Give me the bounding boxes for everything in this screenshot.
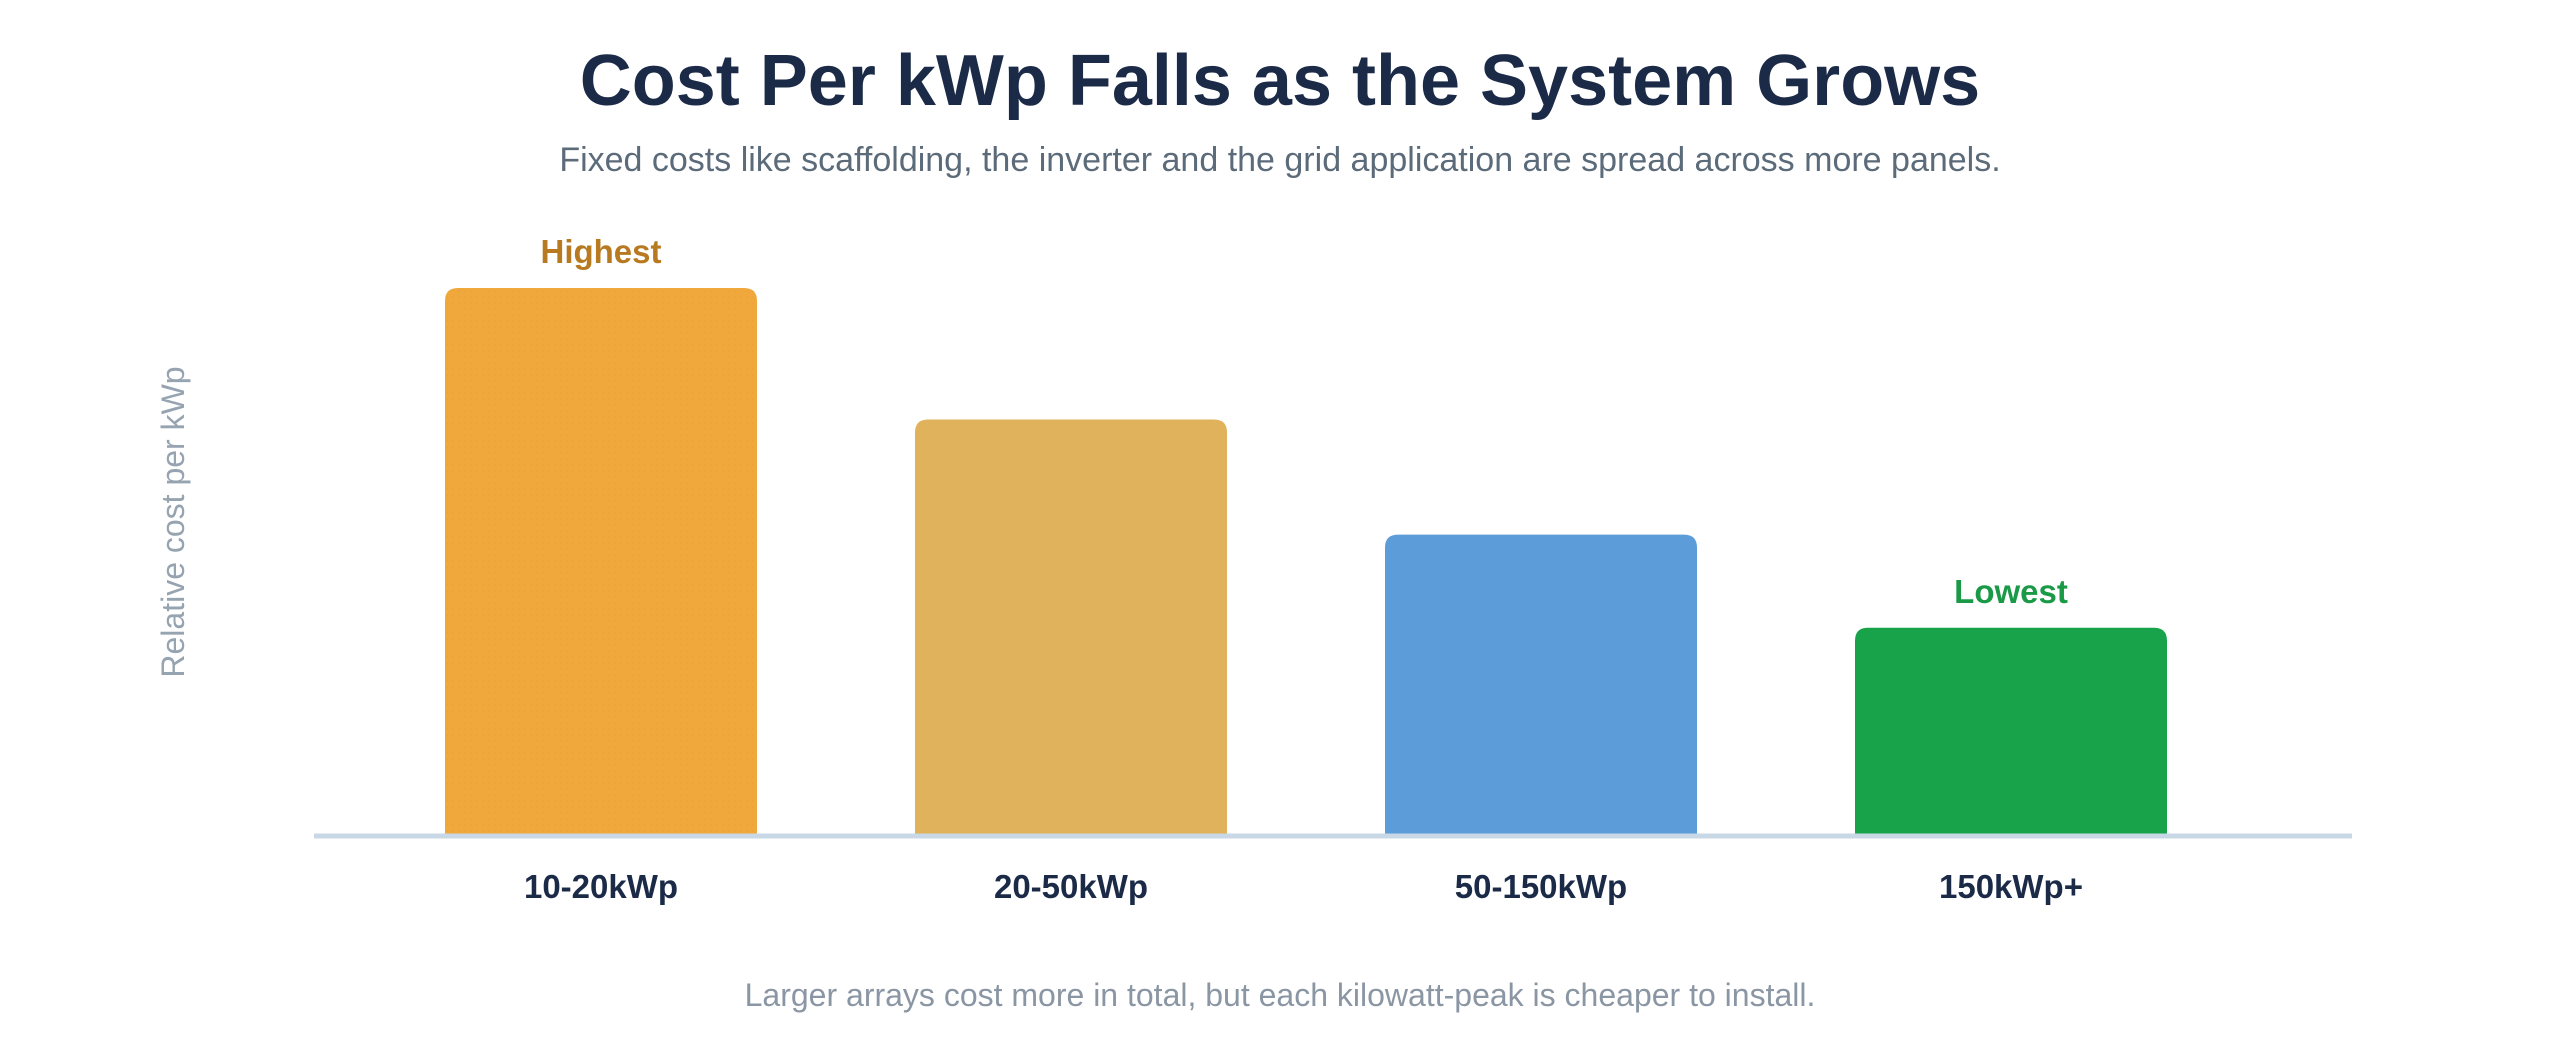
chart-subtitle: Fixed costs like scaffolding, the invert… bbox=[559, 141, 2001, 179]
bar-50-150kwp bbox=[1385, 534, 1697, 836]
x-tick-label: 10-20kWp bbox=[524, 868, 678, 905]
bar-150kwp-plus bbox=[1855, 627, 2167, 836]
y-axis-label: Relative cost per kWp bbox=[155, 366, 191, 677]
x-tick-label: 50-150kWp bbox=[1455, 868, 1627, 905]
bars-layer bbox=[445, 288, 2167, 836]
labels-layer: 10-20kWp 20-50kWp 50-150kWp 150kWp+ Highest L… bbox=[524, 233, 2083, 905]
bar-20-50kwp bbox=[915, 419, 1227, 836]
annotation-lowest: Lowest bbox=[1954, 573, 2068, 610]
x-tick-label: 20-50kWp bbox=[994, 868, 1148, 905]
bar-texture bbox=[445, 288, 757, 836]
x-tick-label: 150kWp+ bbox=[1939, 868, 2083, 905]
chart-title: Cost Per kWp Falls as the System Grows bbox=[579, 41, 1981, 121]
chart-footnote: Larger arrays cost more in total, but ea… bbox=[744, 977, 1816, 1013]
annotation-highest: Highest bbox=[540, 233, 661, 270]
